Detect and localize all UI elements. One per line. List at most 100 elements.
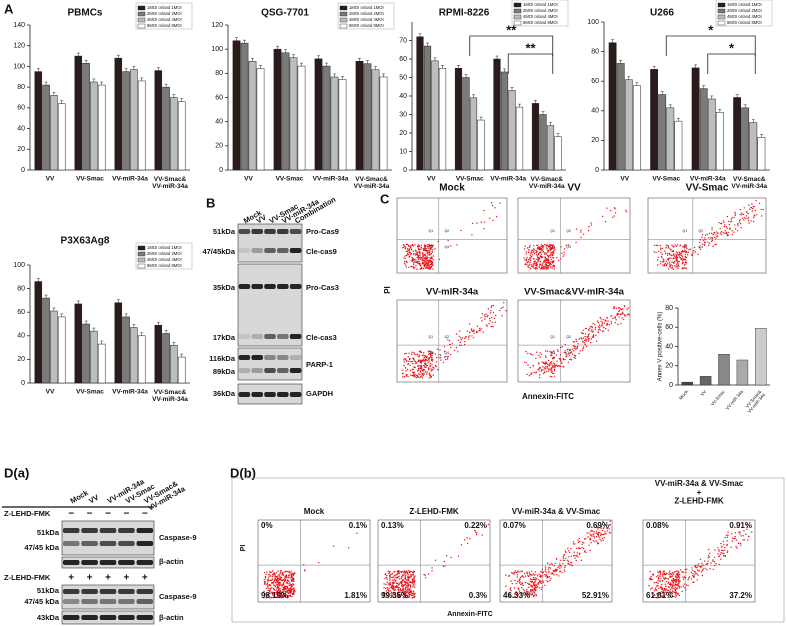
flow-event <box>406 570 408 572</box>
x-tick-label: VV-miR-34a <box>313 176 349 183</box>
flow-event <box>684 249 686 251</box>
bar <box>477 119 485 171</box>
flow-event <box>598 327 601 329</box>
flow-event <box>546 366 548 368</box>
flow-event <box>677 585 680 587</box>
flow-event <box>540 253 542 255</box>
flow-event <box>276 582 278 584</box>
flow-event <box>414 373 416 376</box>
flow-event <box>547 262 549 265</box>
flow-event <box>661 588 663 590</box>
flow-event <box>672 585 674 587</box>
flow-event <box>318 562 320 564</box>
flow-event <box>422 252 424 254</box>
bar <box>154 70 163 171</box>
flow-event <box>429 250 431 252</box>
blot-band <box>238 392 251 397</box>
flow-event <box>702 239 705 242</box>
flow-event <box>601 537 604 540</box>
bar <box>130 69 138 171</box>
flow-event <box>541 246 544 248</box>
flow-event <box>569 358 571 360</box>
flow-event <box>403 246 405 248</box>
flow-event <box>468 338 470 340</box>
flow-event <box>665 264 668 267</box>
legend-label: 4MOI or/and 4MOI <box>147 257 182 262</box>
flow-event <box>403 571 405 574</box>
flow-event <box>671 587 673 589</box>
flow-event <box>510 589 512 592</box>
flow-event <box>694 251 697 253</box>
flow-event <box>735 539 738 541</box>
flow-event <box>676 584 678 586</box>
flow-event <box>405 574 407 576</box>
flow-event <box>459 341 461 344</box>
flow-event <box>709 568 711 570</box>
y-tick-label: 100 <box>211 46 223 53</box>
flow-event <box>418 244 420 247</box>
flow-event <box>516 571 519 573</box>
flow-event <box>562 563 564 565</box>
flow-event <box>740 544 742 546</box>
flow-event <box>422 249 425 252</box>
flow-event <box>546 575 549 578</box>
flow-event <box>535 574 537 576</box>
flow-event <box>683 583 685 585</box>
flow-event <box>673 246 675 248</box>
flow-event <box>760 215 763 217</box>
flow-event <box>415 251 417 253</box>
flow-event <box>663 264 665 267</box>
quadrant-id: Q1 <box>428 229 433 233</box>
flow-event <box>551 572 553 574</box>
flow-event <box>653 251 655 253</box>
flow-event <box>431 570 433 572</box>
flow-event <box>596 526 598 529</box>
bar <box>431 60 439 171</box>
flow-event <box>430 248 432 250</box>
flow-event <box>533 261 535 263</box>
flow-event <box>684 587 686 589</box>
flow-event <box>481 534 483 536</box>
flow-event <box>692 569 694 571</box>
flow-event <box>601 321 604 324</box>
flow-event <box>394 593 396 595</box>
flow-event <box>410 245 412 247</box>
flow-event <box>660 584 663 586</box>
flow-events <box>263 532 358 599</box>
flow-event <box>400 594 402 596</box>
flow-event <box>661 253 663 255</box>
flow-event <box>542 267 544 269</box>
flow-event <box>304 570 306 572</box>
flow-event <box>282 589 284 591</box>
flow-event <box>494 321 496 323</box>
flow-event <box>532 589 534 592</box>
flow-event <box>724 536 726 539</box>
flow-event <box>550 352 553 354</box>
flow-event <box>587 334 589 336</box>
flow-event <box>521 583 523 585</box>
flow-event <box>702 564 704 566</box>
flow-event <box>279 576 281 578</box>
flow-event <box>745 523 748 526</box>
flow-event <box>584 343 586 345</box>
flow-event <box>499 202 501 204</box>
flow-event <box>269 588 272 590</box>
flow-event <box>565 353 567 355</box>
flow-event <box>429 263 431 266</box>
flow-event <box>426 259 429 262</box>
flow-event <box>417 247 420 249</box>
flow-event <box>418 261 420 263</box>
flow-event <box>684 253 686 256</box>
flow-event <box>726 551 728 554</box>
flow-event <box>393 576 395 578</box>
bar <box>371 69 380 171</box>
flow-event <box>715 234 717 236</box>
flow-event <box>662 595 664 597</box>
flow-event <box>423 258 425 260</box>
flow-event <box>604 524 606 526</box>
flow-event <box>420 361 422 363</box>
flow-event <box>526 573 528 575</box>
flow-event <box>419 366 421 368</box>
flow-event <box>627 313 630 315</box>
flow-event <box>618 316 620 318</box>
